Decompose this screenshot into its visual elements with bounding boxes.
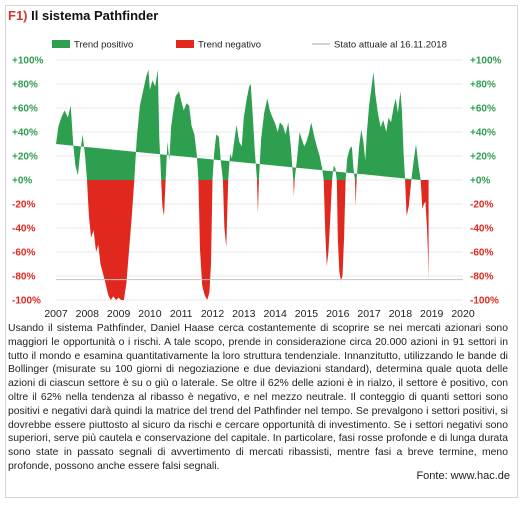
y-tick-label-right: -100% [470, 296, 499, 307]
legend-label: Trend negativo [198, 40, 261, 51]
figure-title: F1) Il sistema Pathfinder [8, 8, 158, 23]
figure-caption: Usando il sistema Pathfinder, Daniel Haa… [8, 323, 508, 472]
legend-label: Stato attuale al 16.11.2018 [334, 40, 447, 51]
x-tick-label: 2008 [76, 308, 100, 320]
y-tick-label-right: -60% [470, 248, 493, 259]
y-tick-label-left: -100% [12, 296, 41, 307]
x-tick-label: 2016 [326, 308, 350, 320]
x-axis: 2007 2008 2009 2010 2011 2012 2013 2014 2015 2016… [44, 308, 475, 320]
y-tick-label-left: -60% [12, 248, 35, 259]
x-tick-label: 2017 [357, 308, 381, 320]
x-tick-label: 2012 [201, 308, 225, 320]
y-tick-label-left: -20% [12, 200, 35, 211]
x-tick-label: 2019 [420, 308, 444, 320]
figure-title-text: Il sistema Pathfinder [31, 8, 159, 23]
figure-number: F1) [8, 8, 28, 23]
y-tick-label-left: +20% [12, 152, 38, 163]
y-tick-label-right: +40% [470, 128, 496, 139]
x-tick-label: 2015 [295, 308, 319, 320]
y-tick-label-right: -40% [470, 224, 493, 235]
x-tick-label: 2013 [232, 308, 256, 320]
legend: Trend positivo Trend negativo Stato attual… [52, 40, 447, 51]
negative-trend-area [87, 180, 429, 300]
y-tick-label-left: +80% [12, 80, 38, 91]
y-tick-label-right: -80% [470, 272, 493, 283]
legend-label: Trend positivo [74, 40, 133, 51]
figure-source: Fonte: www.hac.de [416, 470, 510, 482]
y-tick-label-left: +60% [12, 104, 38, 115]
y-axis-left: +100% +80% +60% +40% +20% +0% -20% -40% -60% -80%… [12, 56, 44, 307]
y-tick-label-left: +40% [12, 128, 38, 139]
x-tick-label: 2010 [138, 308, 162, 320]
figure-frame [5, 5, 518, 498]
pathfinder-chart: +100% +80% +60% +40% +20% +0% -20% -40% -60% -80%… [12, 40, 502, 321]
y-tick-label-right: -20% [470, 200, 493, 211]
y-tick-label-left: -40% [12, 224, 35, 235]
positive-trend-area [56, 69, 421, 180]
y-tick-label-right: +80% [470, 80, 496, 91]
x-tick-label: 2018 [389, 308, 413, 320]
area-series [56, 69, 429, 300]
y-tick-label-left: +0% [12, 176, 32, 187]
x-tick-label: 2007 [44, 308, 68, 320]
y-tick-label-right: +60% [470, 104, 496, 115]
y-tick-label-right: +100% [470, 56, 502, 67]
y-tick-label-left: -80% [12, 272, 35, 283]
x-tick-label: 2011 [170, 308, 193, 320]
legend-swatch [52, 40, 70, 48]
y-tick-label-right: +0% [470, 176, 490, 187]
x-tick-label: 2020 [451, 308, 475, 320]
legend-swatch [176, 40, 194, 48]
y-tick-label-left: +100% [12, 56, 44, 67]
x-tick-label: 2014 [263, 308, 287, 320]
y-axis-right: +100% +80% +60% +40% +20% +0% -20% -40% -60% -80%… [470, 56, 502, 307]
y-tick-label-right: +20% [470, 152, 496, 163]
x-tick-label: 2009 [107, 308, 131, 320]
